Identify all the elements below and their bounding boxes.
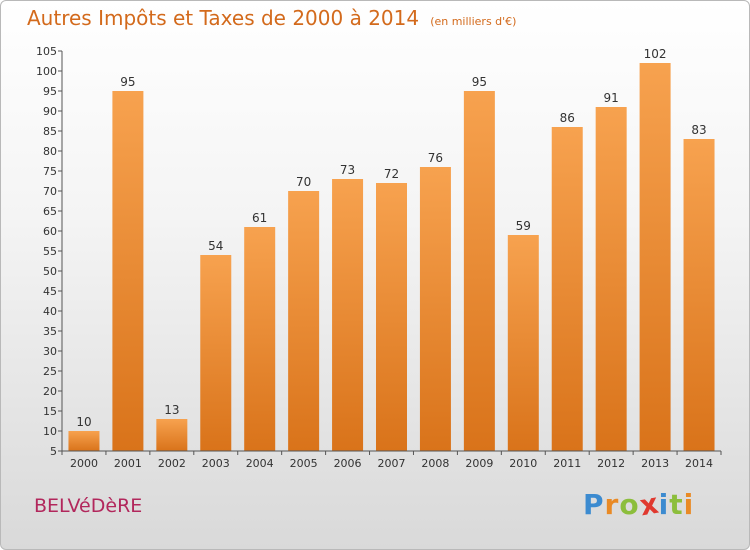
value-label-2010: 59 (516, 219, 531, 233)
y-tick-label-15: 15 (43, 405, 57, 418)
value-label-2011: 86 (560, 111, 575, 125)
x-tick-label-2001: 2001 (114, 457, 142, 470)
x-tick-label-2014: 2014 (685, 457, 713, 470)
logo-letter: i (658, 488, 670, 521)
y-tick-label-55: 55 (43, 245, 57, 258)
bar-2000 (68, 431, 100, 451)
bar-2008 (419, 167, 451, 451)
y-tick-label-20: 20 (43, 385, 57, 398)
y-tick-label-95: 95 (43, 85, 57, 98)
x-tick-label-2003: 2003 (202, 457, 230, 470)
x-tick-label-2002: 2002 (158, 457, 186, 470)
bar-2007 (376, 183, 407, 451)
chart-title: Autres Impôts et Taxes de 2000 à 2014 (e… (27, 6, 516, 30)
bar-2005 (288, 191, 320, 451)
logo-letter: r (604, 488, 620, 521)
y-tick-label-105: 105 (36, 45, 57, 58)
x-tick-label-2010: 2010 (509, 457, 537, 470)
bar-2014 (683, 139, 715, 451)
bar-2012 (595, 107, 627, 451)
value-label-2001: 95 (120, 75, 135, 89)
value-label-2014: 83 (691, 123, 706, 137)
y-tick-label-60: 60 (43, 225, 57, 238)
x-tick-label-2005: 2005 (290, 457, 318, 470)
x-tick-label-2007: 2007 (378, 457, 406, 470)
y-tick-label-30: 30 (43, 345, 57, 358)
proxiti-logo: Proxiti (583, 487, 695, 523)
bar-2006 (332, 179, 364, 451)
y-tick-label-5: 5 (50, 445, 57, 458)
bar-2010 (507, 235, 539, 451)
chart-title-text: Autres Impôts et Taxes de 2000 à 2014 (27, 6, 420, 30)
value-label-2000: 10 (76, 415, 91, 429)
value-label-2012: 91 (604, 91, 619, 105)
bar-2004 (244, 227, 276, 451)
value-label-2003: 54 (208, 239, 223, 253)
chart-subtitle: (en milliers d'€) (430, 15, 517, 28)
x-tick-label-2004: 2004 (246, 457, 274, 470)
x-tick-label-2000: 2000 (70, 457, 98, 470)
x-tick-label-2008: 2008 (421, 457, 449, 470)
y-tick-label-35: 35 (43, 325, 57, 338)
value-label-2013: 102 (644, 47, 667, 61)
value-label-2009: 95 (472, 75, 487, 89)
value-label-2002: 13 (164, 403, 179, 417)
y-tick-label-100: 100 (36, 65, 57, 78)
bar-2003 (200, 255, 232, 451)
value-label-2004: 61 (252, 211, 267, 225)
x-tick-label-2011: 2011 (553, 457, 581, 470)
bar-2011 (551, 127, 583, 451)
y-tick-label-45: 45 (43, 285, 57, 298)
x-tick-label-2013: 2013 (641, 457, 669, 470)
bar-2002 (156, 419, 188, 451)
value-label-2005: 70 (296, 175, 311, 189)
y-tick-label-80: 80 (43, 145, 57, 158)
y-tick-label-70: 70 (43, 185, 57, 198)
bar-2001 (112, 91, 144, 451)
y-tick-label-65: 65 (43, 205, 57, 218)
logo-letter: t (669, 488, 684, 521)
y-tick-label-40: 40 (43, 305, 57, 318)
value-label-2007: 72 (384, 167, 399, 181)
value-label-2006: 73 (340, 163, 355, 177)
y-tick-label-90: 90 (43, 105, 57, 118)
y-tick-label-25: 25 (43, 365, 57, 378)
x-tick-label-2006: 2006 (334, 457, 362, 470)
commune-name: BELVéDèRE (34, 495, 143, 517)
logo-letter: P (583, 488, 605, 521)
logo-letter: o (619, 488, 640, 521)
bar-2009 (463, 91, 495, 451)
logo-letter: i (683, 488, 695, 521)
y-tick-label-10: 10 (43, 425, 57, 438)
x-tick-label-2012: 2012 (597, 457, 625, 470)
x-tick-label-2009: 2009 (465, 457, 493, 470)
value-label-2008: 76 (428, 151, 443, 165)
y-tick-label-85: 85 (43, 125, 57, 138)
y-tick-label-50: 50 (43, 265, 57, 278)
bar-2013 (639, 63, 671, 451)
y-tick-label-75: 75 (43, 165, 57, 178)
